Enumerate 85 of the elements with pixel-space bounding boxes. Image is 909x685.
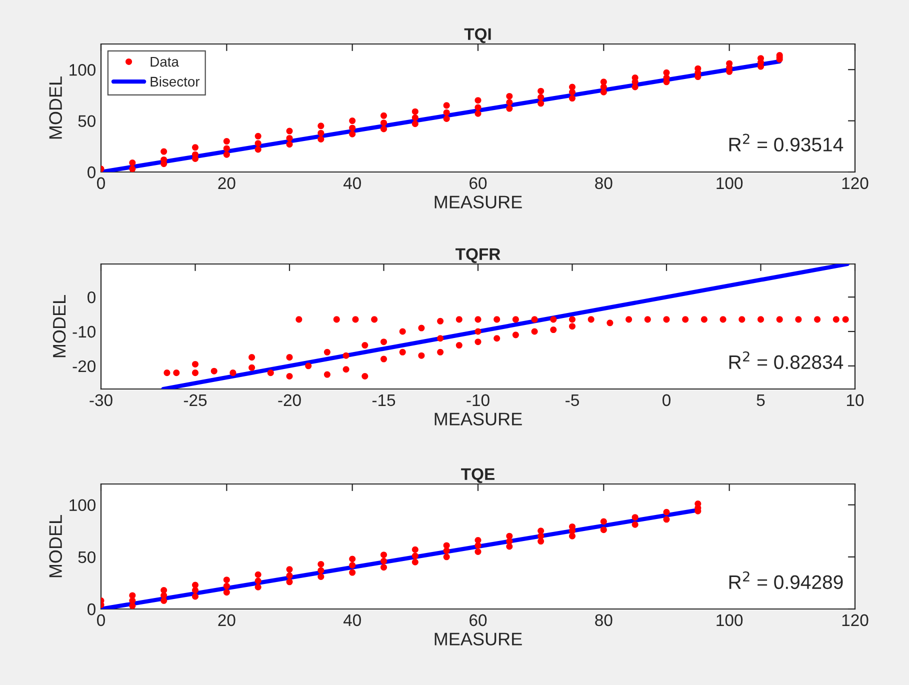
x-tick-label: 80 [595, 614, 612, 626]
point [349, 562, 356, 569]
y-axis-title: MODEL [49, 514, 62, 578]
y-tick-label: 0 [88, 166, 96, 178]
point [380, 558, 388, 564]
x-tick-label: 40 [343, 177, 361, 190]
x-tick-label: 100 [716, 614, 743, 626]
x-axis-title: MEASURE [434, 196, 522, 208]
point [412, 546, 418, 553]
point [600, 518, 607, 525]
x-tick-label: 60 [470, 614, 487, 626]
point [632, 521, 638, 528]
y-axis-title: MODEL [49, 76, 62, 139]
point [380, 564, 388, 571]
point [223, 589, 230, 596]
point [412, 558, 418, 566]
y-tick-label: 50 [78, 551, 96, 564]
x-axis-title: MEASURE [434, 632, 522, 646]
point [254, 578, 262, 584]
y-axis-title: MODEL [52, 294, 66, 358]
point [474, 542, 482, 549]
y-tick-label: -10 [72, 326, 96, 338]
point [192, 586, 199, 594]
point [380, 552, 388, 558]
x-tick-label: 120 [842, 177, 868, 190]
point [568, 532, 576, 540]
chart-title: TQFR [456, 248, 500, 264]
point [538, 528, 544, 534]
point [318, 573, 324, 580]
y-tick-label: 100 [70, 499, 96, 512]
y-tick-label: 100 [70, 64, 96, 76]
point [663, 516, 670, 523]
point [600, 526, 607, 534]
legend-label: Bisector [150, 76, 200, 87]
x-tick-label: 0 [662, 394, 670, 406]
y-tick-label: -20 [72, 360, 96, 372]
point [443, 554, 450, 560]
x-tick-label: 0 [97, 614, 105, 626]
point [286, 578, 293, 586]
x-axis-title: MEASURE [434, 412, 522, 426]
point [632, 514, 638, 521]
x-tick-label: 5 [756, 394, 765, 406]
x-tick-label: 60 [470, 177, 487, 190]
x-tick-label: 10 [847, 394, 864, 406]
annotation: R$^{2}$ = 0.93514 [729, 134, 844, 152]
x-tick-label: 20 [218, 614, 236, 626]
x-tick-label: -30 [90, 394, 112, 406]
x-tick-label: 120 [842, 614, 868, 626]
point [223, 576, 230, 584]
y-tick-label: 0 [88, 603, 96, 616]
x-tick-label: 80 [595, 177, 612, 190]
x-tick-label: -15 [372, 394, 396, 406]
point [349, 556, 356, 562]
point [349, 569, 356, 576]
point [443, 547, 450, 554]
legend-label: Data [150, 57, 179, 67]
annotation: R$^{2}$ = 0.82834 [729, 351, 844, 370]
annotation: R$^{2}$ = 0.94289 [729, 571, 843, 590]
chart-title: TQE [461, 468, 494, 484]
point [254, 571, 262, 578]
x-tick-label: -10 [466, 394, 490, 406]
chart-title: TQI [464, 28, 491, 44]
point [286, 566, 293, 573]
point [160, 597, 168, 604]
point [412, 552, 418, 560]
point [474, 548, 482, 555]
point [129, 602, 136, 609]
x-tick-label: 40 [343, 614, 361, 626]
point [318, 567, 324, 574]
x-tick-label: 0 [97, 177, 105, 190]
point [318, 560, 324, 568]
x-tick-label: -5 [566, 394, 579, 406]
x-tick-label: 20 [218, 177, 236, 190]
point [223, 582, 230, 590]
point [538, 538, 544, 545]
y-tick-label: 0 [88, 291, 96, 304]
point [254, 584, 262, 590]
x-tick-label: -20 [278, 394, 301, 406]
x-tick-label: 100 [716, 177, 743, 190]
point [286, 572, 293, 579]
point [192, 593, 199, 600]
point [506, 543, 513, 550]
point [663, 508, 670, 516]
x-tick-label: -25 [184, 394, 207, 406]
y-tick-label: 50 [78, 115, 96, 128]
